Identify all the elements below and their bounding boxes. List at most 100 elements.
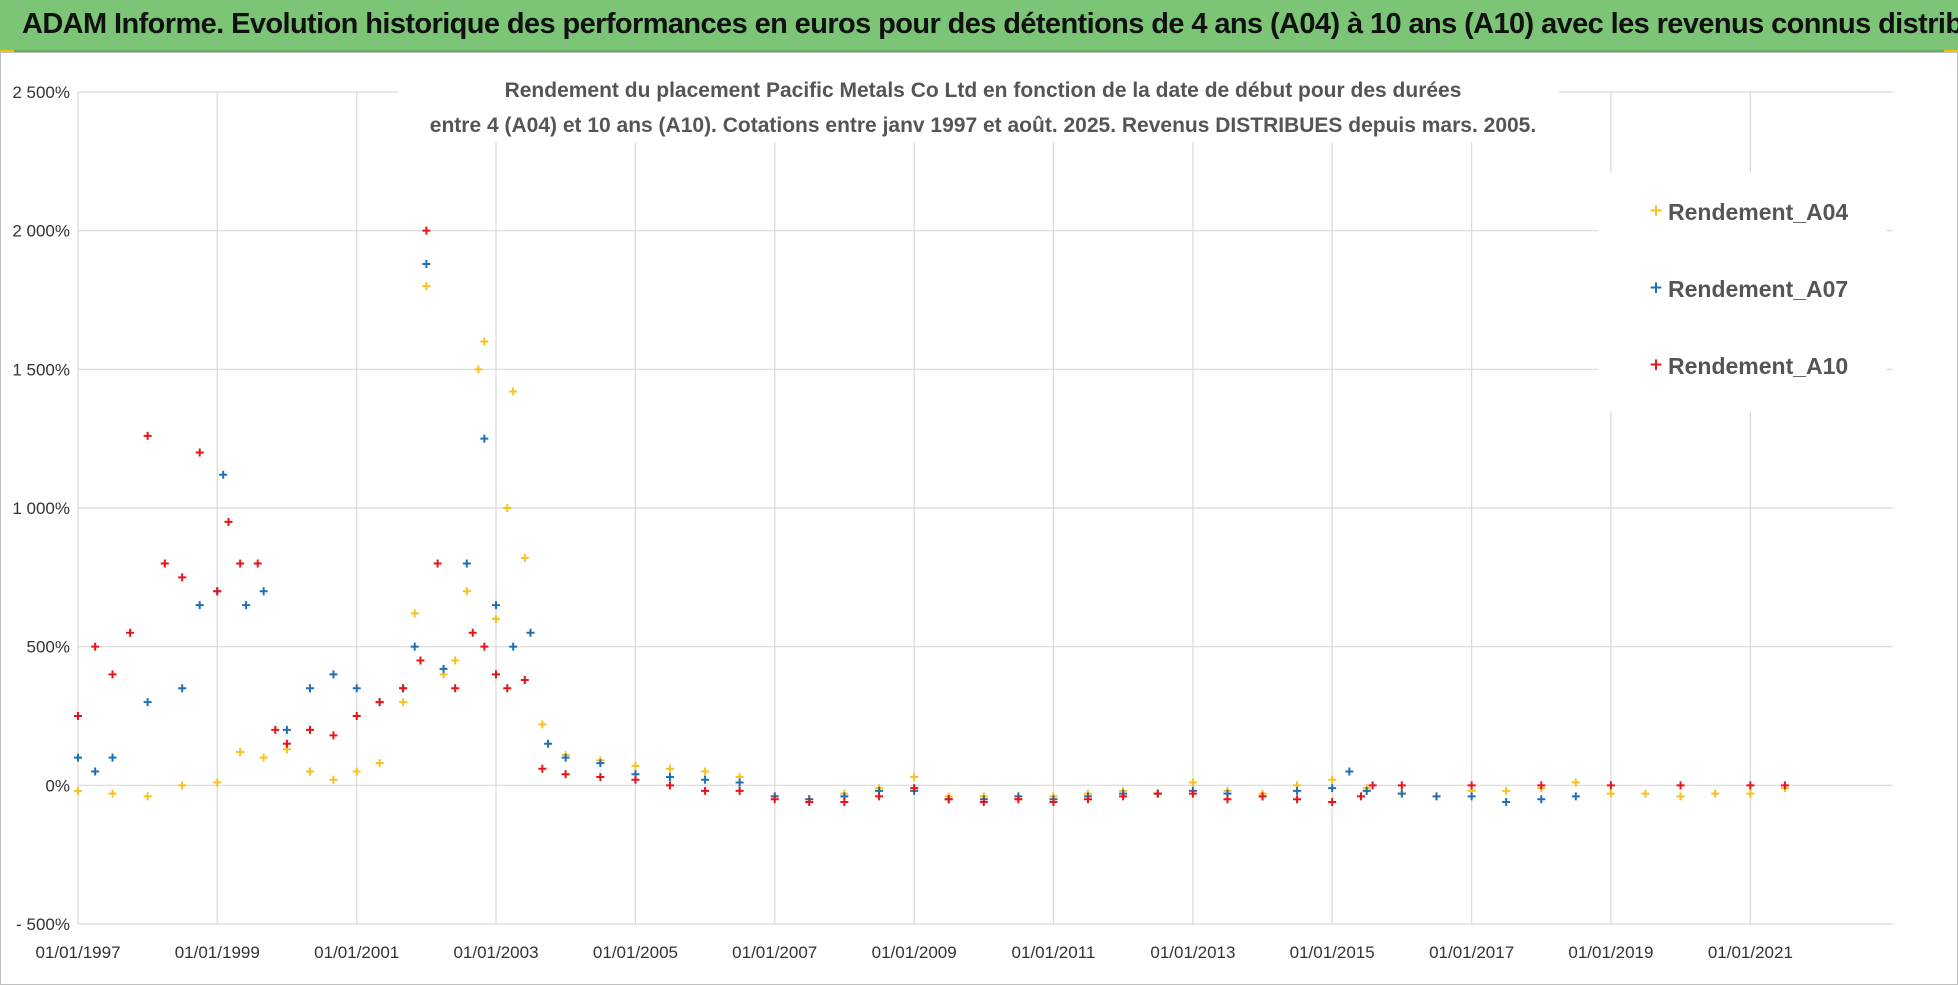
data-point-a10: [840, 797, 849, 806]
data-point-a10: [1223, 795, 1232, 804]
data-point-a04: [1502, 786, 1511, 795]
data-point-a04: [108, 789, 117, 798]
data-point-a10: [1083, 795, 1092, 804]
data-point-a07: [143, 698, 152, 707]
data-point-a04: [1328, 775, 1337, 784]
data-point-a10: [1368, 781, 1377, 790]
data-point-a10: [735, 786, 744, 795]
data-point-a07: [596, 759, 605, 768]
data-point-a10: [1606, 781, 1615, 790]
data-point-a04: [1641, 789, 1650, 798]
data-point-a10: [451, 684, 460, 693]
data-point-a07: [329, 670, 338, 679]
legend: + Rendement_A04 + Rendement_A07 + Rendem…: [1598, 172, 1886, 412]
chart-title-line-1: Rendement du placement Pacific Metals Co…: [505, 79, 1462, 102]
data-point-a10: [213, 587, 222, 596]
data-point-a10: [329, 731, 338, 740]
x-tick-label: 01/01/2001: [314, 943, 399, 962]
data-point-a04: [451, 656, 460, 665]
data-point-a10: [538, 764, 547, 773]
data-point-a07: [352, 684, 361, 693]
data-point-a04: [701, 767, 710, 776]
x-tick-label: 01/01/2021: [1708, 943, 1793, 962]
legend-label-a07: Rendement_A07: [1668, 276, 1848, 302]
data-point-a10: [305, 725, 314, 734]
data-point-a10: [160, 559, 169, 568]
data-point-a10: [805, 797, 814, 806]
data-point-a07: [219, 470, 228, 479]
data-point-a07: [544, 739, 553, 748]
data-point-a07: [410, 642, 419, 651]
legend-label-a04: Rendement_A04: [1668, 199, 1848, 225]
data-point-a04: [74, 786, 82, 795]
x-tick-label: 01/01/2009: [872, 943, 957, 962]
data-point-a07: [480, 434, 489, 443]
data-point-a07: [701, 775, 710, 784]
data-point-a10: [1293, 795, 1302, 804]
x-tick-label: 01/01/1999: [175, 943, 260, 962]
data-point-a07: [1397, 789, 1406, 798]
data-point-a07: [1571, 792, 1580, 801]
data-point-a10: [91, 642, 100, 651]
data-point-a07: [242, 601, 251, 610]
data-point-a10: [195, 448, 204, 457]
data-point-a10: [701, 786, 710, 795]
data-point-a10: [1537, 781, 1546, 790]
data-point-a07: [1345, 767, 1354, 776]
data-point-a07: [1362, 786, 1371, 795]
data-point-a10: [770, 795, 779, 804]
y-tick-label: 2 500%: [12, 83, 70, 102]
data-point-a10: [1258, 792, 1267, 801]
data-point-a10: [665, 781, 674, 790]
x-tick-label: 01/01/2019: [1568, 943, 1653, 962]
data-point-a07: [282, 725, 291, 734]
data-point-a07: [735, 778, 744, 787]
y-tick-label: 1 000%: [12, 499, 70, 518]
data-point-a10: [253, 559, 262, 568]
data-point-a04: [399, 698, 408, 707]
data-point-a07: [491, 601, 500, 610]
data-point-a10: [1746, 781, 1755, 790]
x-tick-label: 01/01/2013: [1150, 943, 1235, 962]
legend-marker-a07: +: [1649, 278, 1663, 298]
data-point-a07: [1293, 786, 1302, 795]
data-point-a10: [352, 712, 361, 720]
data-point-a10: [143, 431, 152, 440]
data-point-a10: [1356, 792, 1365, 801]
data-point-a07: [1502, 797, 1511, 806]
data-point-a07: [259, 587, 268, 596]
data-point-a04: [1606, 789, 1615, 798]
data-point-a10: [503, 684, 512, 693]
data-point-a10: [178, 573, 187, 582]
legend-box: [1598, 172, 1886, 412]
banner: ADAM Informe. Evolution historique des p…: [0, 0, 1958, 52]
data-point-a07: [561, 753, 570, 762]
data-point-a10: [282, 739, 291, 748]
data-point-a04: [422, 282, 431, 291]
data-point-a10: [375, 698, 384, 707]
data-point-a07: [1537, 795, 1546, 804]
data-point-a10: [126, 628, 135, 637]
data-point-a10: [910, 784, 919, 793]
x-tick-label: 01/01/2003: [453, 943, 538, 962]
y-tick-label: - 500%: [16, 915, 70, 934]
y-tick-label: 500%: [27, 638, 70, 657]
data-point-a10: [596, 773, 605, 782]
data-point-a10: [1467, 781, 1476, 790]
data-point-a04: [213, 778, 222, 787]
data-point-a10: [271, 725, 280, 734]
banner-title: ADAM Informe. Evolution historique des p…: [22, 8, 1958, 40]
data-point-a04: [1676, 792, 1685, 801]
data-point-a07: [665, 773, 674, 782]
data-point-a07: [178, 684, 187, 693]
y-axis-ticks: 2 500% 2 000% 1 500% 1 000% 500% 0% - 500%: [12, 83, 70, 934]
legend-label-a10: Rendement_A10: [1668, 353, 1848, 379]
data-point-a10: [416, 656, 425, 665]
legend-marker-a04: +: [1649, 201, 1663, 221]
data-point-a10: [468, 628, 477, 637]
data-point-a04: [509, 387, 518, 396]
data-point-a10: [631, 775, 640, 784]
data-point-a10: [491, 670, 500, 679]
data-point-a07: [439, 664, 448, 673]
data-point-a10: [236, 559, 245, 568]
